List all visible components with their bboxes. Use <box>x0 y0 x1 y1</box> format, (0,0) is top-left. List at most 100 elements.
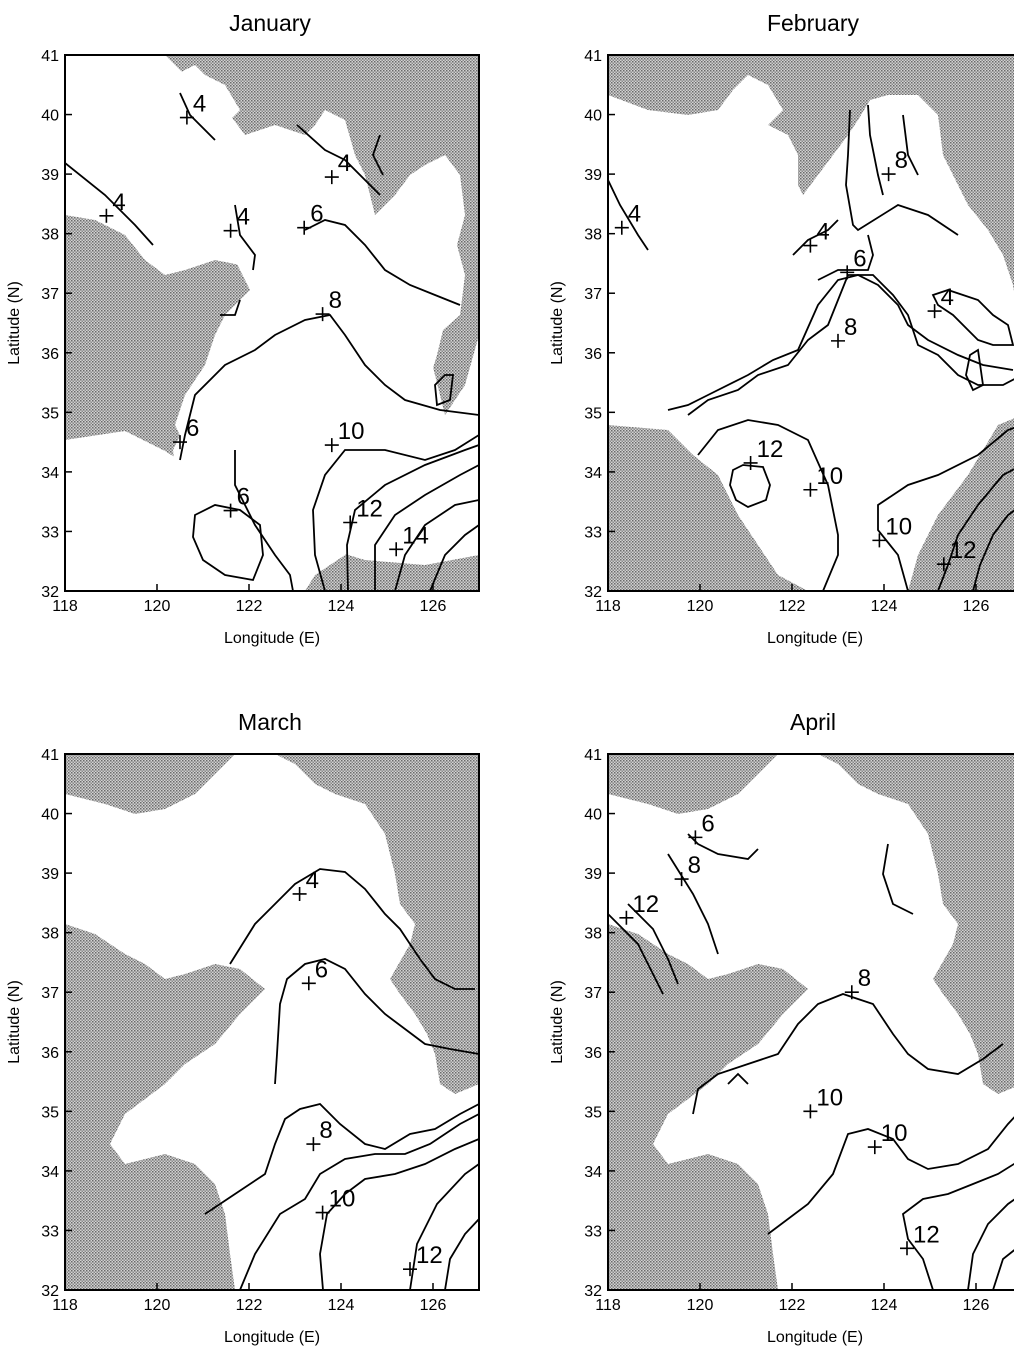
contour-label: 8 <box>858 965 871 992</box>
contour-label: 10 <box>816 463 843 490</box>
isotherm <box>372 134 384 176</box>
x-axis-label: Longitude (E) <box>224 1329 320 1346</box>
x-tick-label: 122 <box>236 598 263 615</box>
y-tick-label: 36 <box>41 1045 59 1062</box>
map-frame <box>607 753 1014 1291</box>
isotherm <box>687 274 1014 416</box>
map-area <box>65 754 479 1290</box>
y-tick-label: 41 <box>584 48 602 65</box>
contour-label: 6 <box>701 810 714 837</box>
contour-label-marker <box>803 1104 818 1119</box>
contour-label-marker <box>315 1205 330 1220</box>
y-tick-label: 33 <box>584 524 602 541</box>
contour-label: 12 <box>632 891 659 918</box>
y-tick-label: 34 <box>584 465 602 482</box>
y-tick-label: 33 <box>584 1223 602 1240</box>
y-tick-label: 41 <box>41 747 59 764</box>
x-tick-label: 126 <box>420 598 447 615</box>
isotherm <box>179 92 216 141</box>
isotherm <box>902 114 919 176</box>
x-tick-label: 120 <box>687 1297 714 1314</box>
contour-label-marker <box>324 438 339 453</box>
y-tick-label: 38 <box>584 227 602 244</box>
x-tick-label: 124 <box>871 598 898 615</box>
x-tick-label: 120 <box>144 1297 171 1314</box>
contour-label: 4 <box>237 204 250 231</box>
y-axis-label: Latitude (N) <box>549 281 566 365</box>
x-tick-label: 118 <box>595 598 621 615</box>
x-axis-label: Longitude (E) <box>224 630 320 647</box>
y-axis-label: Latitude (N) <box>549 980 566 1064</box>
isotherm <box>444 1218 479 1290</box>
y-tick-label: 35 <box>41 1104 59 1121</box>
isotherm <box>937 468 1014 591</box>
contour-label-marker <box>614 220 629 235</box>
contour-label: 12 <box>416 1242 443 1269</box>
isotherm <box>867 104 884 196</box>
contour-labels: 4 6 8 10 12 <box>292 867 443 1277</box>
isotherm <box>65 162 154 246</box>
contour-label-marker <box>403 1262 417 1277</box>
x-tick-label: 124 <box>871 1297 898 1314</box>
x-tick-label: 124 <box>328 598 355 615</box>
sea-north <box>175 65 215 105</box>
isotherm <box>429 524 479 591</box>
isotherm <box>692 993 1004 1115</box>
contour-label-marker <box>306 1137 321 1152</box>
x-tick-label: 118 <box>52 598 78 615</box>
isotherm <box>608 913 664 995</box>
isotherm <box>697 419 839 591</box>
contour-label-marker <box>389 542 404 557</box>
contour-label: 10 <box>885 513 912 540</box>
contour-label: 10 <box>329 1186 356 1213</box>
contour-label-marker <box>223 223 238 238</box>
isotherm <box>346 444 479 591</box>
contour-label-marker <box>927 304 942 319</box>
contour-label: 6 <box>315 956 328 983</box>
contour-label: 4 <box>112 189 125 216</box>
contour-label: 10 <box>816 1084 843 1111</box>
isotherm <box>627 903 679 985</box>
contour-label: 6 <box>310 201 323 228</box>
y-tick-label: 37 <box>584 286 602 303</box>
isotherm <box>817 234 874 281</box>
contour-label-marker <box>803 238 818 253</box>
contour-label: 4 <box>193 91 206 118</box>
isotherm <box>931 289 1014 346</box>
panel-title: March <box>238 709 302 735</box>
map-area <box>608 754 1014 1290</box>
contour-label-marker <box>297 220 312 235</box>
map-frame <box>607 54 1014 592</box>
sea <box>608 754 1014 1290</box>
isotherm <box>965 348 984 392</box>
isotherm <box>409 1163 479 1290</box>
isotherm <box>767 1116 1014 1235</box>
isotherm <box>882 843 914 915</box>
y-tick-label: 37 <box>41 985 59 1002</box>
contour-label-marker <box>867 1140 882 1155</box>
isotherm <box>729 464 771 508</box>
y-tick-label: 36 <box>584 346 602 363</box>
contour-label-marker <box>844 985 859 1000</box>
contour-label-marker <box>99 208 114 223</box>
sea <box>608 75 1014 591</box>
panel-march: March 4 6 8 10 12 118 120 122 124 126 32 33 34 35 36 3… <box>6 709 480 1346</box>
contour-label-marker <box>324 170 339 185</box>
y-tick-label: 32 <box>584 1283 602 1300</box>
y-tick-label: 36 <box>41 346 59 363</box>
panel-title: January <box>229 10 311 36</box>
isotherm <box>312 434 479 591</box>
isotherm <box>374 464 479 591</box>
x-tick-label: 122 <box>779 598 806 615</box>
y-tick-label: 40 <box>584 807 602 824</box>
y-tick-label: 40 <box>41 807 59 824</box>
x-tick-label: 126 <box>963 598 990 615</box>
contour-label: 4 <box>306 867 319 894</box>
x-tick-label: 126 <box>963 1297 990 1314</box>
contour-label: 10 <box>881 1120 908 1147</box>
